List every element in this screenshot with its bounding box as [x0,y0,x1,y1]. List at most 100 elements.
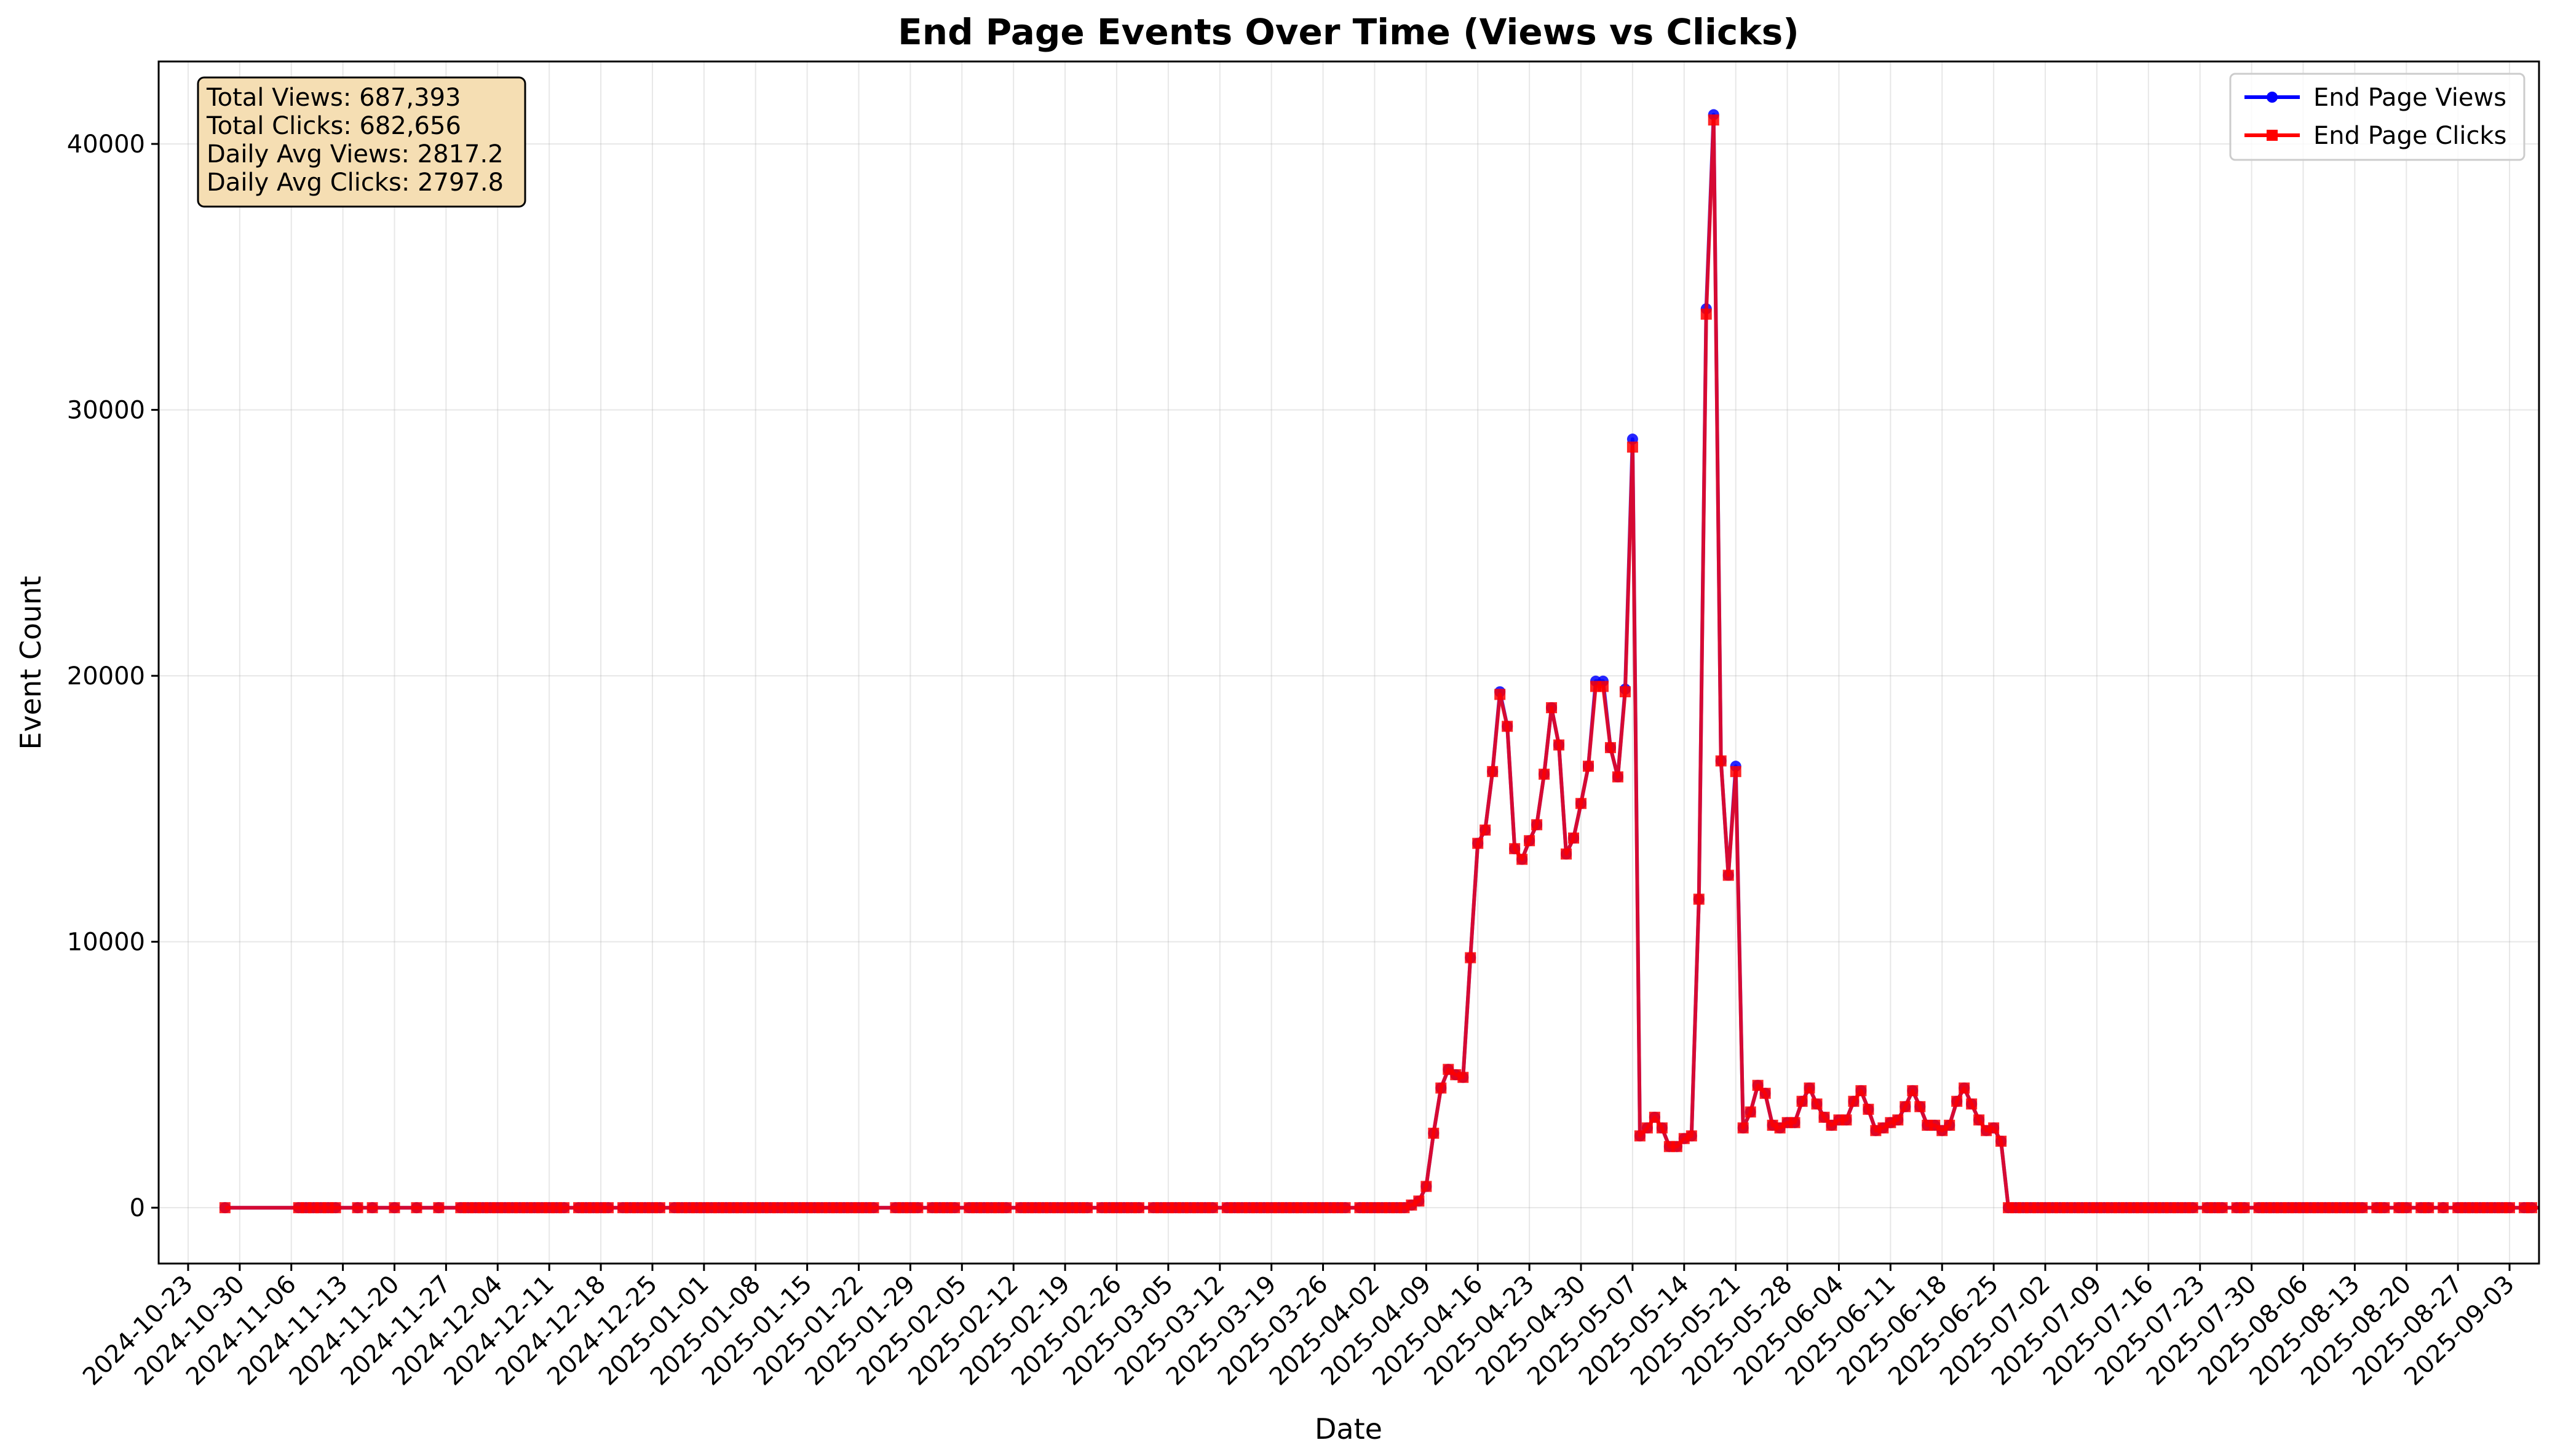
data-point-clicks [1480,824,1491,836]
data-point-clicks [1899,1101,1911,1112]
data-point-clicks [389,1202,400,1214]
data-point-clicks [2379,1202,2390,1214]
series-layer [219,109,2539,1214]
y-axis-ticks: 0 10000 20000 30000 40000 [67,130,159,1222]
data-point-clicks [1494,689,1506,700]
data-point-clicks [1944,1120,1955,1131]
data-point-clicks [1524,835,1535,847]
data-point-clicks [1082,1202,1093,1214]
data-point-clicks [1796,1096,1808,1107]
data-point-clicks [1855,1085,1867,1096]
data-point-clicks [1966,1098,1978,1110]
data-point-clicks [1420,1181,1432,1192]
data-point-clicks [1612,771,1623,783]
data-point-clicks [1804,1082,1815,1094]
data-point-clicks [1502,721,1513,732]
data-point-clicks [868,1202,879,1214]
data-point-clicks [1206,1202,1218,1214]
data-point-clicks [654,1202,665,1214]
data-point-clicks [2504,1202,2516,1214]
data-point-clicks [1840,1114,1852,1126]
data-point-clicks [1715,755,1727,767]
data-point-clicks [1561,848,1572,860]
data-point-clicks [1553,739,1565,751]
data-point-clicks [1737,1122,1749,1134]
data-point-clicks [1656,1122,1668,1134]
y-tick-label: 20000 [67,662,145,690]
data-point-clicks [1811,1098,1823,1110]
grid-lines [159,61,2539,1264]
data-point-clicks [1531,819,1543,831]
data-point-clicks [2423,1202,2434,1214]
y-tick-label: 30000 [67,397,145,425]
y-tick-label: 40000 [67,130,145,159]
data-point-clicks [912,1202,924,1214]
y-tick-label: 0 [130,1194,145,1222]
data-point-clicks [1995,1136,2007,1147]
data-point-clicks [2438,1202,2449,1214]
data-point-clicks [1686,1130,1697,1142]
data-point-clicks [1708,114,1719,126]
data-point-clicks [1641,1122,1653,1134]
data-point-clicks [1649,1112,1660,1123]
data-point-clicks [1428,1128,1440,1139]
data-point-clicks [603,1202,614,1214]
data-point-clicks [2216,1202,2228,1214]
data-point-clicks [366,1202,378,1214]
legend-box [2229,73,2525,161]
data-point-clicks [219,1202,231,1214]
data-point-clicks [2356,1202,2368,1214]
data-point-clicks [352,1202,363,1214]
data-point-clicks [2238,1202,2250,1214]
data-point-clicks [1700,308,1712,320]
legend-views-marker [2267,92,2278,103]
stats-daily-avg-clicks: Daily Avg Clicks: 2797.8 [207,168,504,197]
data-point-clicks [1789,1117,1800,1128]
data-point-clicks [1951,1096,1963,1107]
data-point-clicks [1509,843,1521,855]
data-point-clicks [1568,832,1580,844]
data-point-clicks [1457,1072,1469,1083]
data-point-clicks [1973,1114,1985,1126]
stats-total-clicks: Total Clicks: 682,656 [206,112,461,140]
y-tick-label: 10000 [67,928,145,957]
data-point-clicks [1730,766,1741,777]
stats-box: Total Views: 687,393 Total Clicks: 682,6… [197,76,526,208]
data-point-clicks [1604,742,1616,753]
data-point-clicks [1539,769,1550,780]
data-point-clicks [1472,837,1484,849]
data-point-clicks [949,1202,961,1214]
data-point-clicks [1619,686,1631,698]
data-point-clicks [1575,797,1587,809]
legend-clicks-label: End Page Clicks [2313,122,2506,150]
legend-views-label: End Page Views [2313,84,2506,112]
data-point-clicks [1959,1082,1970,1094]
data-point-clicks [1000,1202,1012,1214]
data-point-clicks [1133,1202,1144,1214]
data-point-clicks [1907,1085,1919,1096]
data-point-clicks [1759,1088,1771,1099]
legend-clicks-marker [2267,130,2278,141]
data-point-clicks [411,1202,422,1214]
data-point-clicks [1892,1114,1904,1126]
stats-daily-avg-views: Daily Avg Views: 2817.2 [207,140,504,168]
data-point-clicks [1435,1082,1447,1094]
data-point-clicks [330,1202,341,1214]
data-point-clicks [1693,893,1705,905]
data-point-clicks [433,1202,445,1214]
data-point-clicks [1413,1195,1425,1207]
stats-box-background [197,76,526,208]
data-point-clicks [558,1202,570,1214]
plot-area-frame [157,60,2540,1265]
data-point-clicks [1487,766,1499,777]
data-point-clicks [1722,869,1734,881]
data-point-clicks [2187,1202,2198,1214]
data-point-clicks [1914,1101,1926,1112]
y-axis-label: Event Count [14,576,47,750]
legend: End Page Views End Page Clicks [2229,73,2525,161]
x-axis-label: Date [1315,1412,1382,1446]
data-point-clicks [1597,681,1609,692]
data-point-clicks [2526,1202,2538,1214]
